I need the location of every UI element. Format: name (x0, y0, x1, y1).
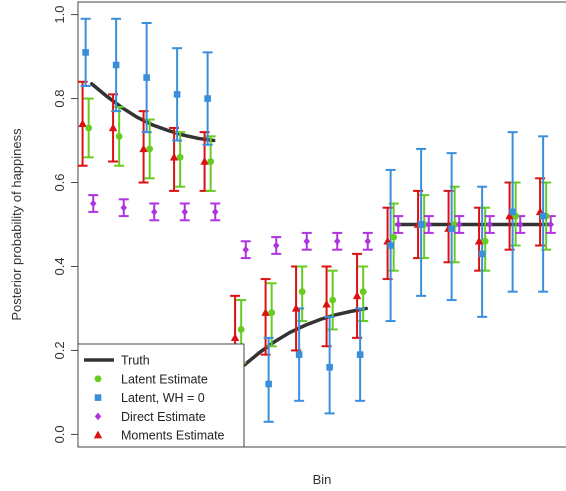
moments-point (291, 303, 301, 312)
direct-point (273, 241, 280, 250)
moments-point (261, 308, 270, 316)
moments-point (474, 236, 484, 245)
latent-point (146, 145, 154, 153)
latent_wh0-point (112, 61, 120, 69)
moments-point (139, 144, 148, 153)
latent-point (329, 296, 337, 304)
latent_wh0-point (143, 74, 150, 81)
legend: Truth Latent Estimate Latent, WH = 0 Direct… (77, 343, 245, 448)
latent-point (176, 153, 184, 161)
y-tick-label: 0.8 (52, 90, 67, 108)
latent-point (481, 237, 489, 245)
latent-point (359, 288, 367, 296)
truth-line (242, 306, 368, 367)
latent_wh0-point (478, 250, 486, 258)
moments-point (352, 291, 362, 300)
latent_wh0-point (326, 363, 333, 371)
direct-point (395, 220, 402, 229)
y-tick-label: 0.0 (52, 425, 67, 443)
latent_wh0-point (295, 351, 303, 358)
latent-point (268, 309, 276, 317)
legend-label-direct: Direct Estimate (121, 410, 206, 424)
y-tick-label: 0.2 (52, 341, 67, 359)
moments-point (505, 211, 514, 220)
y-tick-label: 0.6 (52, 173, 67, 191)
legend-label-latent: Latent Estimate (121, 372, 208, 386)
legend-direct-swatch (94, 412, 102, 421)
legend-label-truth: Truth (121, 354, 150, 368)
latent_wh0-point (204, 95, 211, 102)
moments-point (230, 333, 240, 342)
legend-label-latent_wh0: Latent, WH = 0 (121, 391, 205, 405)
moments-point (169, 152, 179, 161)
y-tick-label: 0.4 (52, 257, 67, 275)
direct-point (425, 220, 432, 229)
latent_wh0-point (417, 221, 425, 228)
y-tick-label: 1.0 (52, 6, 67, 24)
latent_wh0-point (173, 91, 181, 98)
legend-moments-swatch (93, 430, 103, 439)
direct-point (334, 237, 341, 246)
latent-point (207, 158, 215, 165)
latent_wh0-point (448, 225, 455, 232)
direct-point (181, 208, 188, 216)
latent-point (298, 288, 306, 296)
direct-point (456, 220, 463, 229)
truth-line (89, 82, 216, 143)
direct-point (212, 208, 219, 216)
latent_wh0-point (82, 49, 89, 56)
direct-point (90, 199, 97, 208)
latent-point (85, 124, 93, 132)
latent_wh0-point (539, 212, 547, 220)
direct-point (364, 237, 371, 246)
direct-point (547, 220, 554, 229)
legend-latent_wh0-swatch (94, 394, 102, 401)
latent-point (115, 132, 123, 140)
legend-latent-swatch (94, 375, 102, 383)
moments-point (322, 299, 331, 308)
direct-point (120, 203, 127, 212)
y-axis-title: Posterior probability of happiness (9, 128, 24, 321)
data-points (78, 49, 554, 405)
latent_wh0-point (356, 351, 364, 358)
latent_wh0-point (509, 208, 516, 216)
y-axis: 0.0 0.2 0.4 0.6 0.8 1.0 (52, 6, 78, 443)
truth-lines (89, 82, 551, 367)
direct-point (242, 245, 249, 254)
plot-border (77, 1, 566, 448)
x-axis-title: Bin (313, 472, 332, 487)
plot-frame (77, 1, 566, 448)
direct-point (486, 220, 493, 229)
legend-label-moments: Moments Estimate (121, 429, 225, 443)
direct-point (303, 237, 310, 246)
direct-point (517, 220, 524, 229)
moments-point (108, 123, 118, 132)
latent_wh0-point (387, 242, 394, 249)
direct-point (151, 208, 158, 216)
latent_wh0-point (265, 380, 272, 388)
moments-point (200, 156, 209, 165)
latent-point (237, 326, 245, 333)
latent-point (390, 233, 398, 241)
moments-point (78, 119, 87, 127)
